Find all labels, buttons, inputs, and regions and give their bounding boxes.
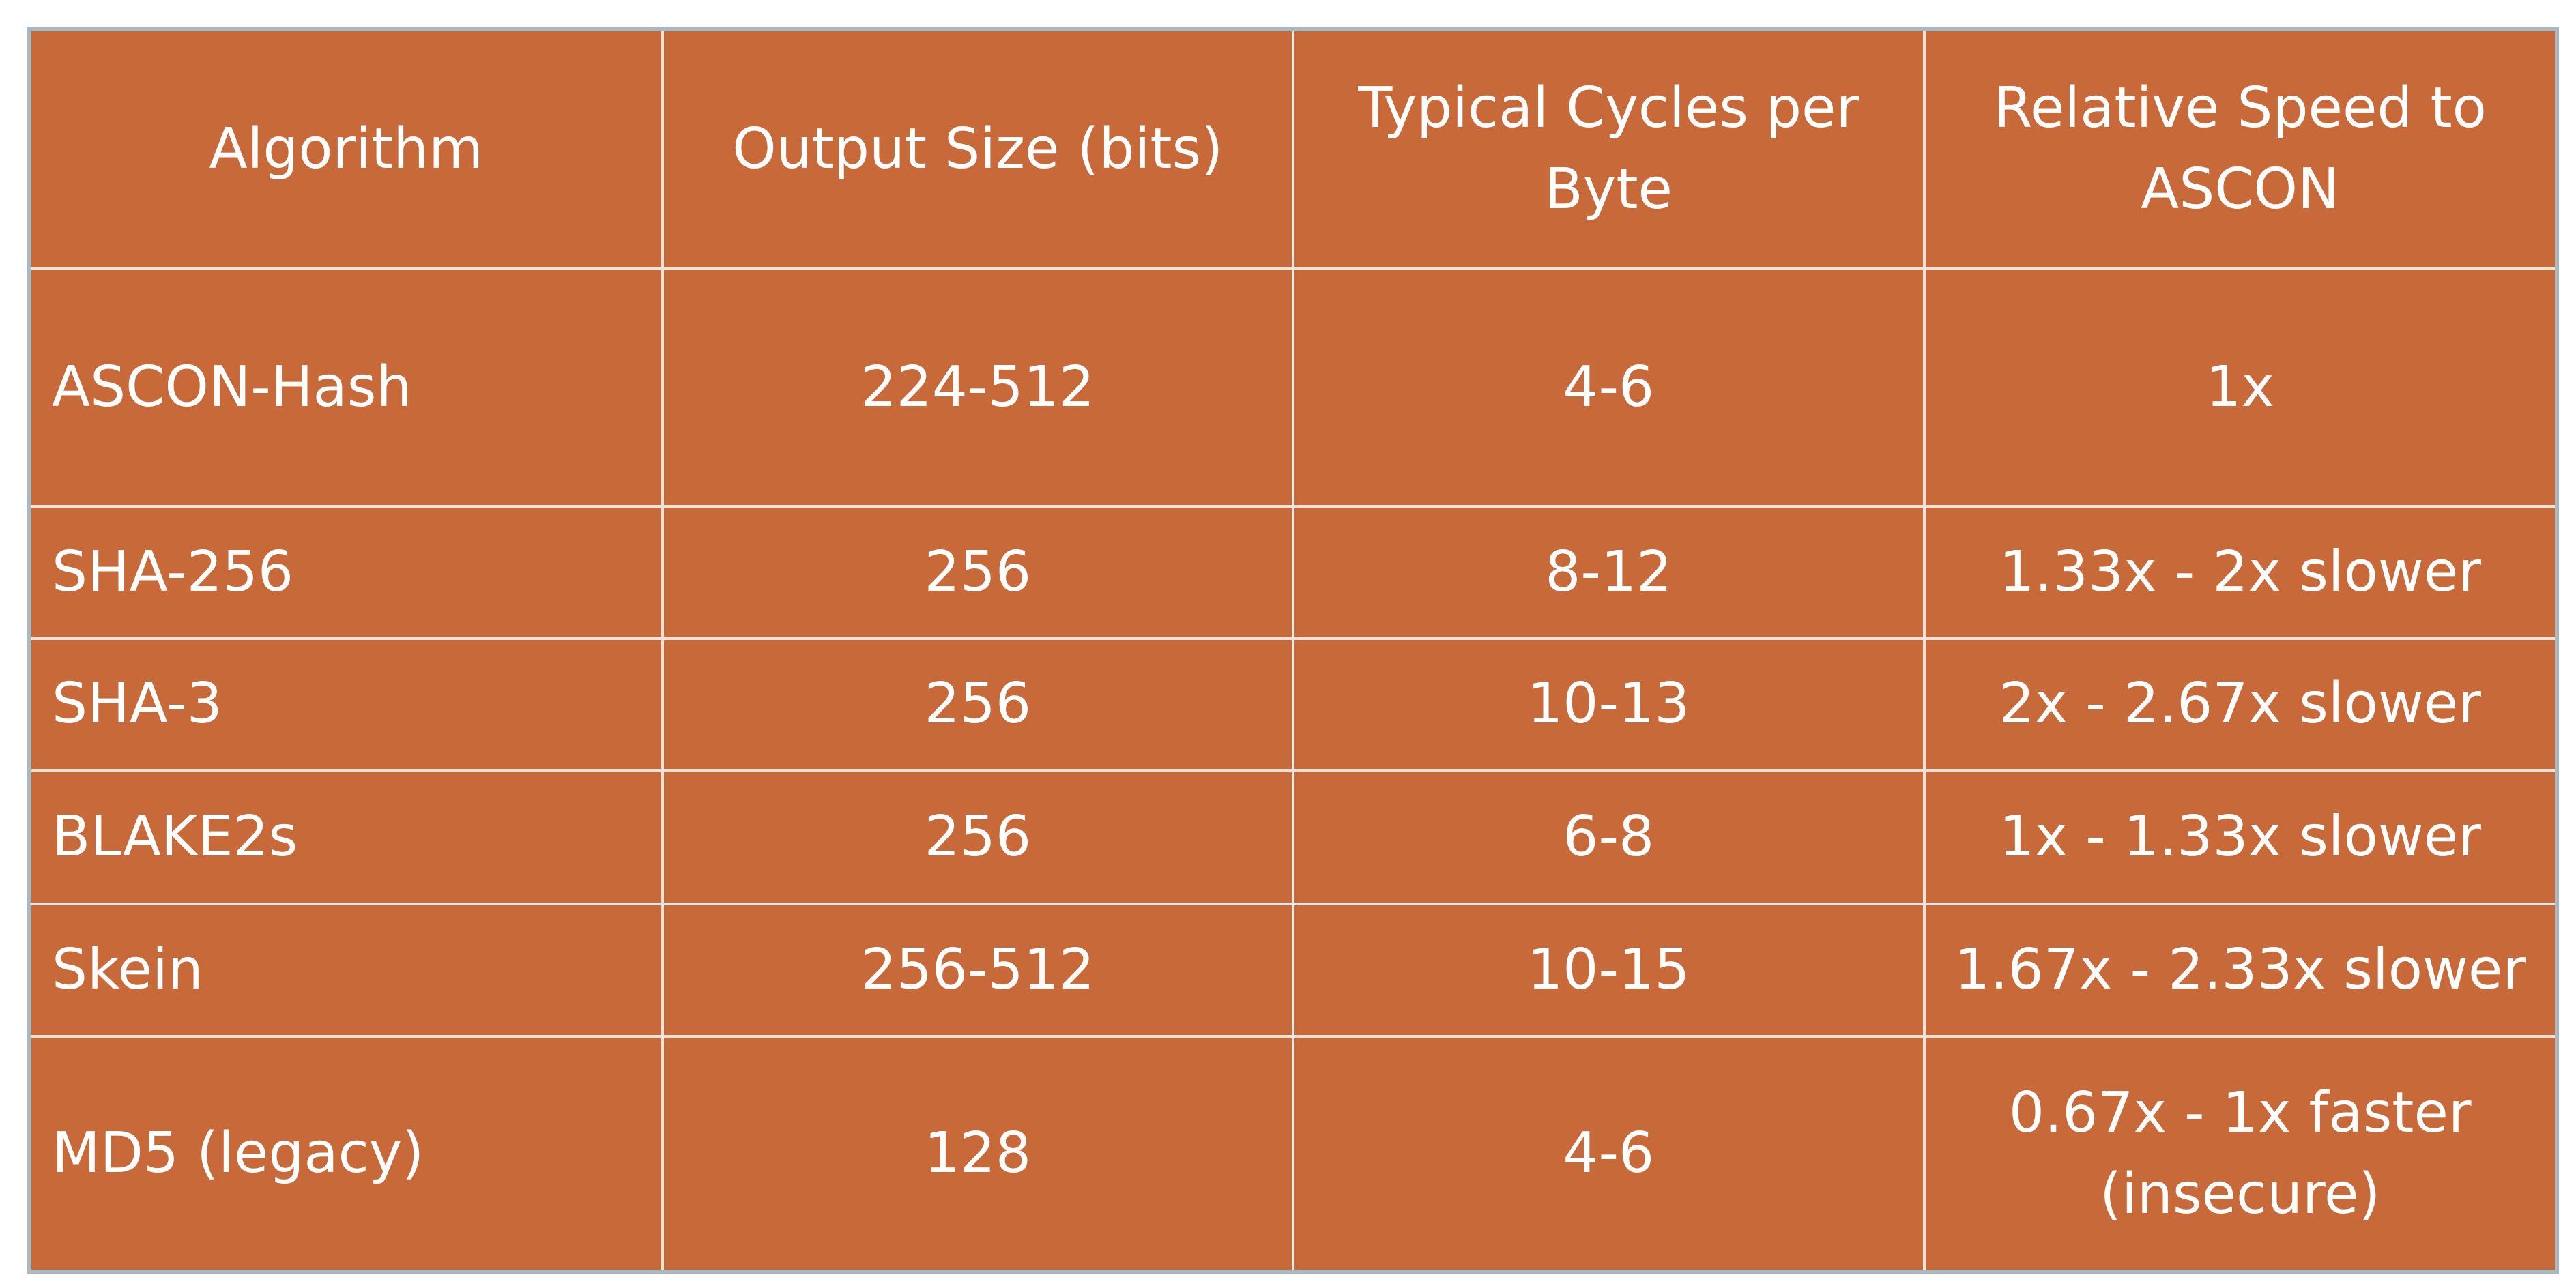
table-cell: BLAKE2s — [31, 769, 664, 905]
table-cell: 6-8 — [1292, 769, 1926, 905]
table-cell: 4-6 — [1292, 1035, 1926, 1270]
table-cell: 128 — [661, 1035, 1294, 1270]
table-cell: SHA-256 — [31, 505, 664, 640]
table-cell: 224-512 — [661, 267, 1294, 508]
table-cell: Skein — [31, 903, 664, 1038]
table-cell: 1x — [1922, 267, 2555, 508]
table-cell: 1x - 1.33x slower — [1922, 769, 2555, 905]
table-cell: 1.67x - 2.33x slower — [1922, 903, 2555, 1038]
table-row: Skein 256-512 10-15 1.67x - 2.33x slower — [31, 903, 2555, 1038]
table-cell: 8-12 — [1292, 505, 1926, 640]
table-frame: Algorithm Output Size (bits) Typical Cycle… — [27, 27, 2559, 1274]
header-row: Algorithm Output Size (bits) Typical Cycle… — [31, 31, 2555, 270]
table-cell: 4-6 — [1292, 267, 1926, 508]
header-cell: Relative Speed to ASCON — [1922, 31, 2555, 270]
table-cell: 256 — [661, 769, 1294, 905]
table-cell: MD5 (legacy) — [31, 1035, 664, 1270]
table-head: Algorithm Output Size (bits) Typical Cycle… — [31, 31, 2555, 270]
table-cell: 256-512 — [661, 903, 1294, 1038]
table-cell: 10-13 — [1292, 637, 1926, 772]
table-cell: 2x - 2.67x slower — [1922, 637, 2555, 772]
header-cell: Output Size (bits) — [661, 31, 1294, 270]
table-cell: 1.33x - 2x slower — [1922, 505, 2555, 640]
comparison-table: Algorithm Output Size (bits) Typical Cycle… — [31, 31, 2555, 1270]
table-cell: 0.67x - 1x faster (insecure) — [1922, 1035, 2555, 1270]
table-row: SHA-3 256 10-13 2x - 2.67x slower — [31, 637, 2555, 772]
table-cell: 256 — [661, 505, 1294, 640]
table-row: SHA-256 256 8-12 1.33x - 2x slower — [31, 505, 2555, 640]
header-cell: Typical Cycles per Byte — [1292, 31, 1926, 270]
table-cell: 10-15 — [1292, 903, 1926, 1038]
header-cell: Algorithm — [31, 31, 664, 270]
table-cell: ASCON-Hash — [31, 267, 664, 508]
table-cell: 256 — [661, 637, 1294, 772]
table-row: MD5 (legacy) 128 4-6 0.67x - 1x faster (ins… — [31, 1035, 2555, 1270]
table-row: ASCON-Hash 224-512 4-6 1x — [31, 267, 2555, 508]
table-cell: SHA-3 — [31, 637, 664, 772]
table-body: ASCON-Hash 224-512 4-6 1x SHA-256 256 8-12 1.33… — [31, 267, 2555, 1270]
table-row: BLAKE2s 256 6-8 1x - 1.33x slower — [31, 769, 2555, 905]
